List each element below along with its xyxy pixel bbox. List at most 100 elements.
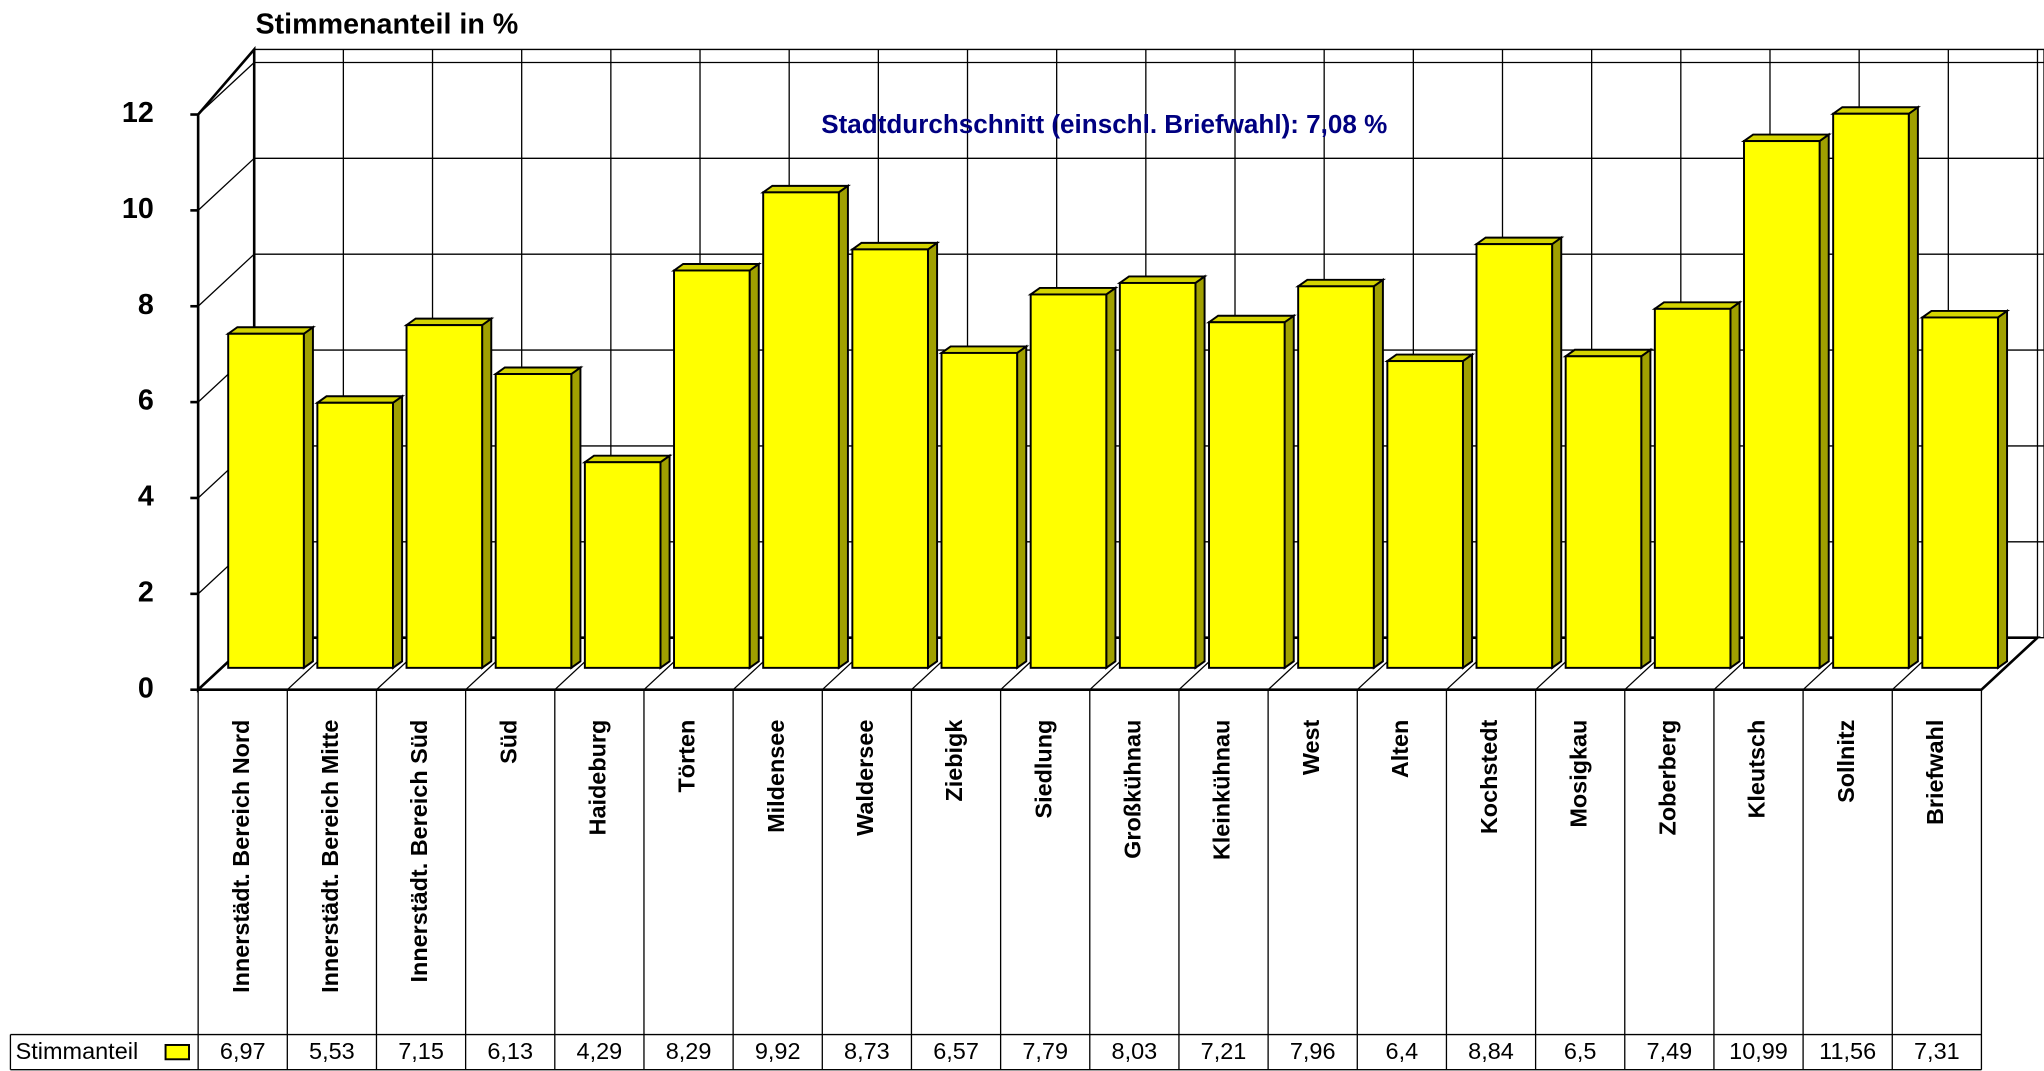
bar-side: [1461, 352, 1474, 670]
bar: [227, 332, 305, 669]
bar-side: [926, 240, 939, 670]
bar-side: [1105, 286, 1117, 670]
bar-side: [748, 262, 760, 670]
bar: [1208, 321, 1286, 669]
bar-top: [938, 345, 1030, 354]
x-tick-label: Törten: [674, 720, 700, 793]
value-label: 10,99: [1729, 1038, 1788, 1064]
annotation: Stadtdurchschnitt (einschl. Briefwahl): …: [821, 109, 1387, 139]
bar-side: [1194, 274, 1206, 670]
value-label: 6,13: [487, 1038, 533, 1064]
y-tick-label: 2: [138, 576, 154, 608]
bar-side: [391, 394, 404, 670]
bar: [316, 401, 394, 669]
bar: [673, 269, 751, 669]
side-grid-line: [197, 157, 255, 211]
side-grid-line: [197, 253, 255, 307]
y-tick-label: 4: [138, 481, 154, 513]
x-tick-label: Mosigkau: [1565, 720, 1591, 828]
bar: [583, 461, 662, 669]
value-label: 6,97: [220, 1038, 266, 1064]
bar-side: [837, 183, 849, 670]
x-tick-label: Haideburg: [585, 720, 611, 836]
value-label: 7,96: [1290, 1038, 1336, 1064]
bar-top: [581, 454, 673, 464]
bar: [1386, 360, 1464, 669]
bar-side: [1640, 347, 1652, 670]
bar: [494, 373, 573, 669]
value-label: 6,4: [1386, 1038, 1419, 1064]
value-label: 8,84: [1468, 1038, 1514, 1064]
value-label: 5,53: [309, 1038, 355, 1064]
y-tick-label: 6: [138, 385, 154, 417]
x-tick-label: Siedlung: [1030, 720, 1056, 819]
bar-side: [659, 453, 671, 670]
x-tick-label: Innerstädt. Bereich Nord: [228, 720, 254, 993]
bar-side: [1283, 313, 1295, 670]
value-label: 9,92: [755, 1038, 801, 1064]
y-tick-label: 10: [122, 193, 154, 225]
bar-side: [1996, 309, 2009, 670]
bar-side: [1016, 344, 1028, 670]
legend-label: Stimmanteil: [16, 1038, 139, 1064]
value-label: 7,31: [1914, 1038, 1960, 1064]
value-label: 8,73: [844, 1038, 890, 1064]
bar-top: [1562, 348, 1654, 358]
bar-top: [1205, 314, 1297, 324]
bar-side: [1818, 132, 1830, 670]
x-tick-label: Innerstädt. Bereich Süd: [406, 720, 432, 983]
bar-side: [570, 365, 582, 670]
value-label: 11,56: [1819, 1038, 1876, 1064]
value-label: 6,57: [933, 1038, 979, 1064]
bar: [762, 191, 840, 669]
x-tick-label: Alten: [1387, 720, 1413, 779]
x-tick-label: Kochstedt: [1476, 719, 1502, 834]
bar: [1029, 293, 1108, 669]
bar-side: [1551, 235, 1563, 670]
bar: [1297, 285, 1375, 669]
value-label: 7,79: [1022, 1038, 1068, 1064]
bar: [405, 324, 484, 669]
bar: [1743, 140, 1821, 669]
chart-title: Stimmenanteil in %: [256, 9, 519, 41]
bar-top: [403, 317, 495, 327]
x-tick-label: Großkühnau: [1120, 720, 1146, 859]
bar-side: [481, 316, 493, 670]
bar: [1564, 355, 1643, 669]
x-tick-label: Kleinkühnau: [1209, 720, 1235, 861]
x-tick-label: Kleutsch: [1744, 720, 1770, 819]
value-label: 7,49: [1647, 1038, 1693, 1064]
x-tick-label: West: [1298, 719, 1324, 775]
legend-swatch: [164, 1043, 190, 1061]
x-tick-label: Süd: [495, 720, 521, 764]
x-tick-label: Waldersee: [852, 720, 878, 836]
value-label: 8,03: [1112, 1038, 1158, 1064]
bar: [1832, 112, 1910, 669]
value-label: 6,5: [1564, 1038, 1597, 1064]
bar-side: [1907, 105, 1919, 670]
x-tick-label: Sollnitz: [1833, 720, 1859, 803]
bar: [851, 248, 929, 669]
x-tick-label: Briefwahl: [1922, 720, 1948, 825]
bar-side: [302, 325, 314, 670]
value-label: 7,21: [1201, 1038, 1247, 1064]
bar-top: [1027, 286, 1119, 296]
bar: [940, 351, 1019, 669]
y-tick-label: 8: [138, 289, 154, 321]
x-tick-label: Innerstädt. Bereich Mitte: [317, 720, 343, 993]
x-tick-label: Mildensee: [763, 720, 789, 833]
bar: [1653, 307, 1732, 669]
value-label: 7,15: [398, 1038, 444, 1064]
y-tick-label: 0: [138, 672, 154, 704]
bar-top: [314, 395, 406, 404]
side-grid-line: [197, 61, 255, 115]
bar: [1475, 243, 1554, 669]
value-label: 4,29: [577, 1038, 623, 1064]
bar: [1118, 281, 1197, 669]
y-tick-label: 12: [122, 97, 154, 129]
bar-side: [1729, 300, 1741, 670]
x-tick-label: Ziebigk: [941, 719, 967, 802]
x-tick-label: Zoberberg: [1655, 720, 1681, 836]
value-label: 8,29: [666, 1038, 712, 1064]
